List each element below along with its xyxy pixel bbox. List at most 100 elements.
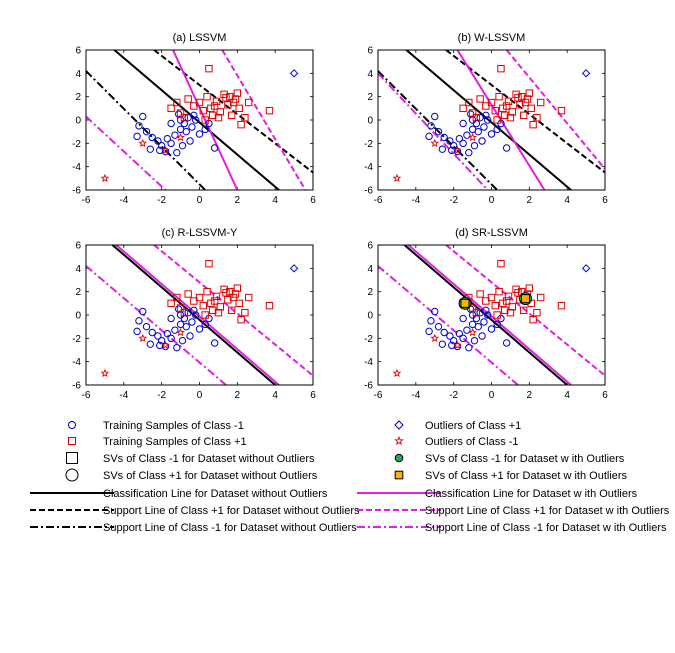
x-tick-label: -6: [374, 195, 383, 206]
class-neg-point: [135, 317, 143, 325]
series-line: [86, 115, 167, 190]
series-line: [86, 265, 227, 385]
class-pos-point: [224, 101, 232, 109]
subplot-a: (a) LSSVM -6 -4 -2 0 2 4 6 6 4 2 0 -2 -4 -6: [72, 32, 316, 206]
series-line: [86, 70, 206, 190]
x-tick-label: 2: [527, 390, 533, 401]
legend-label: Classification Line for Dataset without …: [103, 488, 328, 500]
y-tick-label: -4: [72, 162, 81, 173]
outlier-neg-point: [176, 327, 185, 337]
class-neg-point: [163, 134, 172, 143]
y-tick-label: 0: [75, 116, 81, 127]
class-pos-point: [504, 292, 513, 301]
class-pos-point: [207, 299, 215, 308]
class-neg-point: [186, 137, 194, 145]
series-line: [445, 245, 605, 377]
class-neg-point: [167, 334, 175, 343]
sv-outlier-marker: [460, 298, 470, 308]
legend-label: Classification Line for Dataset w ith Ou…: [425, 488, 638, 500]
class-pos-point: [468, 109, 477, 117]
class-neg-point: [171, 131, 179, 139]
class-neg-point: [484, 311, 492, 319]
class-neg-point: [186, 332, 194, 340]
y-tick-label: -6: [364, 186, 373, 197]
class-pos-point: [459, 104, 467, 113]
class-neg-point: [178, 336, 187, 345]
class-neg-point: [163, 329, 172, 338]
class-neg-point: [154, 137, 162, 145]
class-pos-point: [224, 296, 232, 304]
class-pos-point: [207, 104, 215, 113]
class-neg-point: [427, 122, 435, 130]
class-neg-point: [440, 133, 448, 142]
class-neg-point: [493, 320, 501, 329]
class-neg-point: [171, 326, 179, 334]
class-neg-point: [201, 320, 209, 329]
series-line: [445, 50, 605, 174]
class-neg-point: [446, 332, 454, 340]
x-tick-label: -2: [157, 195, 166, 206]
class-neg-point: [480, 318, 488, 326]
outlier-pos-point: [289, 69, 299, 78]
y-tick-label: -4: [364, 357, 373, 368]
class-neg-point: [188, 318, 196, 326]
class-pos-point: [203, 287, 211, 296]
legend-circle-marker: [68, 421, 76, 429]
outlier-neg-point: [468, 132, 477, 142]
class-neg-point: [434, 127, 443, 136]
class-pos-point: [203, 92, 211, 101]
series-line: [505, 50, 605, 170]
class-neg-point: [487, 130, 496, 138]
line-group: [378, 245, 605, 385]
class-pos-point: [167, 299, 175, 308]
class-neg-point: [133, 132, 141, 141]
series-line: [172, 50, 239, 190]
class-pos-point: [502, 297, 511, 305]
class-pos-point: [222, 94, 230, 102]
class-pos-point: [216, 108, 225, 116]
class-pos-point: [527, 104, 535, 113]
class-pos-point: [173, 98, 181, 107]
class-neg-point: [192, 116, 200, 124]
y-tick-label: -2: [72, 139, 81, 150]
class-neg-point: [146, 340, 155, 348]
legend-item: Outliers of Class -1: [394, 435, 519, 448]
legend-item: SVs of Class +1 for Dataset without Outl…: [65, 468, 318, 482]
class-pos-point: [501, 306, 509, 315]
class-pos-point: [508, 303, 517, 311]
class-neg-point: [210, 144, 219, 152]
class-neg-point: [176, 311, 185, 319]
class-pos-point: [209, 306, 217, 315]
class-pos-point: [529, 120, 537, 129]
legend-star-marker: [394, 435, 404, 446]
outlier-neg-point: [392, 173, 402, 183]
class-neg-point: [478, 332, 486, 340]
class-pos-point: [205, 259, 213, 268]
class-neg-point: [431, 112, 439, 121]
class-pos-point: [227, 111, 236, 120]
class-neg-point: [173, 148, 181, 157]
class-pos-point: [491, 106, 499, 115]
point-group: [100, 64, 299, 183]
y-tick-label: -6: [364, 381, 373, 392]
class-neg-point: [487, 325, 496, 333]
class-pos-point: [533, 308, 541, 317]
class-neg-point: [474, 322, 482, 331]
y-tick-label: 4: [367, 264, 373, 275]
x-tick-label: 4: [564, 390, 570, 401]
series-line: [403, 245, 568, 385]
class-neg-point: [146, 145, 155, 153]
class-neg-point: [468, 311, 477, 319]
class-pos-point: [184, 290, 192, 298]
y-tick-label: -6: [72, 381, 81, 392]
class-neg-point: [188, 123, 196, 131]
x-tick-label: 4: [272, 390, 278, 401]
x-tick-label: 6: [310, 390, 316, 401]
x-tick-label: 0: [489, 390, 495, 401]
class-pos-point: [235, 104, 243, 113]
axes-frame: [85, 49, 314, 191]
class-neg-point: [459, 334, 467, 343]
outlier-neg-point: [453, 340, 462, 350]
class-pos-point: [210, 297, 219, 305]
series-line: [378, 70, 498, 190]
